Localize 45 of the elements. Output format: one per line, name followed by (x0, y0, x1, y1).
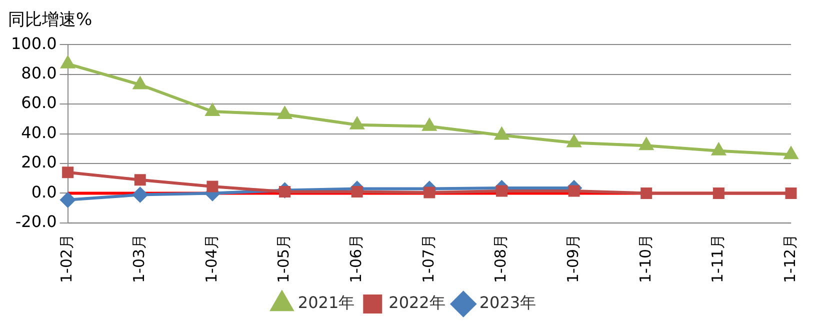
point (278, 106, 292, 119)
y-tick-label: 40.0 (21, 122, 57, 142)
point (712, 143, 726, 156)
point (712, 187, 724, 199)
x-tick-label: 1-02月 (58, 234, 76, 284)
y-tick-label: -20.0 (15, 212, 57, 232)
x-tick-label: 1-10月 (636, 234, 654, 284)
y-tick-label: 60.0 (21, 93, 57, 112)
point (62, 166, 74, 178)
point (350, 117, 364, 130)
point (132, 187, 148, 202)
point (206, 180, 218, 192)
y-tick-label: 100.0 (10, 34, 57, 53)
point (134, 174, 146, 186)
point (568, 185, 580, 197)
point (133, 77, 147, 90)
x-tick-label: 1-03月 (130, 234, 148, 284)
point (784, 147, 798, 160)
y-tick-label: 0.0 (31, 182, 57, 202)
point (61, 56, 74, 68)
y-axis-title: 同比增速% (8, 9, 94, 32)
legend-label: 2022年 (388, 293, 446, 312)
y-tick-label: 80.0 (21, 63, 57, 82)
x-tick-label: 1-12月 (780, 234, 799, 284)
y-tick-label: 20.0 (21, 152, 57, 172)
point (206, 104, 220, 116)
point (60, 192, 76, 208)
x-tick-label: 1-08月 (492, 234, 510, 284)
point (785, 187, 797, 199)
x-tick-label: 1-05月 (274, 234, 293, 284)
point (640, 187, 652, 199)
x-tick-label: 1-11月 (708, 234, 727, 284)
x-tick-label: 1-04月 (202, 234, 220, 284)
legend-label: 2023年 (479, 293, 536, 312)
legend-label: 2021年 (298, 293, 355, 312)
point (351, 186, 363, 198)
point (424, 186, 436, 198)
x-tick-label: 1-07月 (419, 234, 438, 284)
x-tick-label: 1-09月 (564, 234, 582, 284)
point (567, 135, 581, 148)
point (640, 138, 654, 150)
point (495, 128, 508, 140)
x-tick-label: 1-06月 (346, 234, 365, 284)
point (422, 118, 436, 131)
point (496, 185, 508, 197)
